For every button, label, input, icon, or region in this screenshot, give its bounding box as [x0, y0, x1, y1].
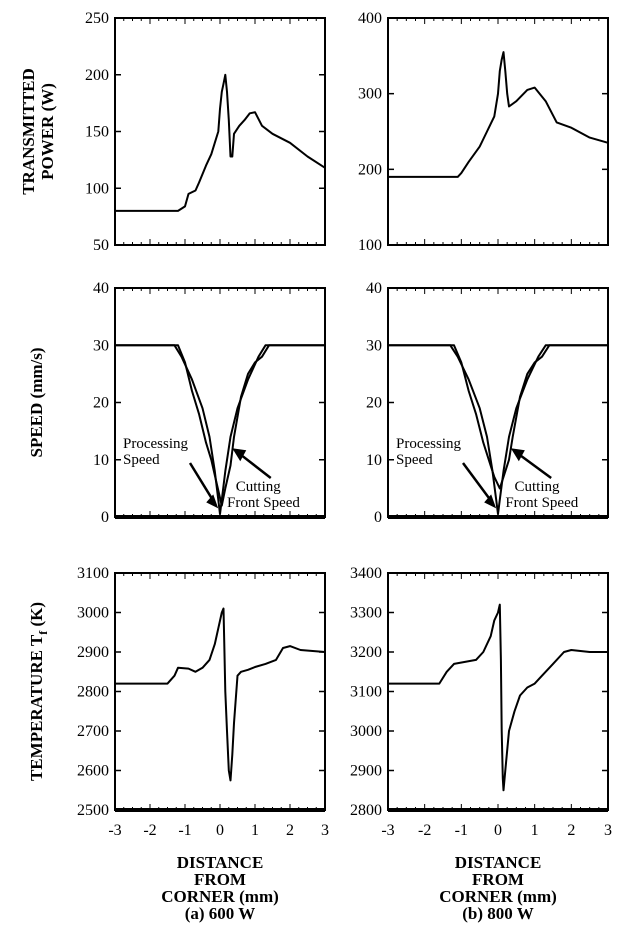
- y-tick-label: 3000: [77, 605, 109, 622]
- y-tick-label: 10: [93, 452, 109, 469]
- y-tick-label: 10: [366, 452, 382, 469]
- annotation-arrow: [239, 453, 272, 479]
- y-tick-label: 400: [358, 10, 382, 27]
- annotation-label: Processing Speed: [396, 436, 461, 468]
- series-line: [388, 344, 608, 490]
- x-tick-label: 0: [216, 822, 224, 839]
- x-tick-label: 2: [286, 822, 294, 839]
- x-tick-label: 2: [567, 822, 575, 839]
- x-tick-label: -1: [455, 822, 468, 839]
- arrow-head: [484, 494, 497, 509]
- x-tick-label: 3: [604, 822, 612, 839]
- y-tick-label: 40: [93, 280, 109, 297]
- y-tick-label: 3100: [350, 684, 382, 701]
- y-tick-label: 0: [101, 509, 109, 526]
- x-axis-caption: (b) 800 W: [462, 904, 533, 923]
- x-axis-caption: CORNER (mm): [161, 887, 279, 906]
- plot-frame: [114, 287, 326, 518]
- x-axis-caption: FROM: [472, 870, 524, 889]
- y-axis-label: SPEED (mm/s): [27, 347, 46, 457]
- y-tick-label: 20: [366, 395, 382, 412]
- y-tick-label: 30: [366, 337, 382, 354]
- plot-frame: [387, 17, 609, 246]
- y-tick-label: 3300: [350, 605, 382, 622]
- x-tick-label: -1: [178, 822, 191, 839]
- y-tick-label: 2900: [77, 644, 109, 661]
- y-tick-label: 2700: [77, 723, 109, 740]
- y-tick-label: 3100: [77, 565, 109, 582]
- x-tick-label: -2: [143, 822, 156, 839]
- y-tick-label: 200: [85, 67, 109, 84]
- x-axis-caption: FROM: [194, 870, 246, 889]
- series-line: [388, 344, 608, 516]
- y-tick-label: 30: [93, 337, 109, 354]
- y-tick-label: 2800: [350, 802, 382, 819]
- y-tick-label: 3400: [350, 565, 382, 582]
- series-line: [115, 73, 326, 212]
- y-axis-label: TEMPERATURE Tf (K): [27, 602, 50, 781]
- x-axis-caption: DISTANCE: [177, 853, 264, 872]
- y-tick-label: 200: [358, 161, 382, 178]
- series-line: [388, 603, 608, 792]
- x-tick-label: 0: [494, 822, 502, 839]
- annotation-label: Processing Speed: [123, 436, 188, 468]
- y-tick-label: 150: [85, 124, 109, 141]
- y-tick-label: 300: [358, 86, 382, 103]
- x-tick-label: -3: [108, 822, 121, 839]
- plot-frame: [114, 572, 326, 811]
- y-tick-label: 2500: [77, 802, 109, 819]
- y-tick-label: 3200: [350, 644, 382, 661]
- series-line: [115, 344, 325, 516]
- series-line: [115, 344, 325, 507]
- y-tick-label: 40: [366, 280, 382, 297]
- x-tick-label: -2: [418, 822, 431, 839]
- annotation-arrow: [188, 462, 216, 504]
- y-tick-label: 250: [85, 10, 109, 27]
- x-tick-label: 3: [321, 822, 329, 839]
- x-axis-caption: (a) 600 W: [185, 904, 256, 923]
- annotation-label: Cutting Front Speed: [505, 479, 578, 511]
- y-tick-label: 50: [93, 237, 109, 254]
- y-tick-label: 2900: [350, 763, 382, 780]
- x-axis-caption: DISTANCE: [455, 853, 542, 872]
- y-tick-label: 0: [374, 509, 382, 526]
- x-axis-caption: CORNER (mm): [439, 887, 557, 906]
- annotation-arrow: [461, 462, 494, 504]
- y-tick-label: 3000: [350, 723, 382, 740]
- x-tick-label: 1: [531, 822, 539, 839]
- y-axis-label: TRANSMITTEDPOWER (W): [19, 68, 57, 195]
- arrow-head: [510, 448, 525, 462]
- y-tick-label: 20: [93, 395, 109, 412]
- annotation-label: Cutting Front Speed: [227, 479, 300, 511]
- arrow-head: [206, 494, 219, 509]
- x-tick-label: -3: [381, 822, 394, 839]
- y-tick-label: 2800: [77, 684, 109, 701]
- y-tick-label: 100: [358, 237, 382, 254]
- y-tick-label: 100: [85, 180, 109, 197]
- series-line: [115, 607, 326, 782]
- y-tick-label: 2600: [77, 763, 109, 780]
- series-line: [388, 51, 609, 178]
- annotation-arrow: [518, 453, 552, 480]
- arrow-head: [232, 448, 247, 462]
- x-tick-label: 1: [251, 822, 259, 839]
